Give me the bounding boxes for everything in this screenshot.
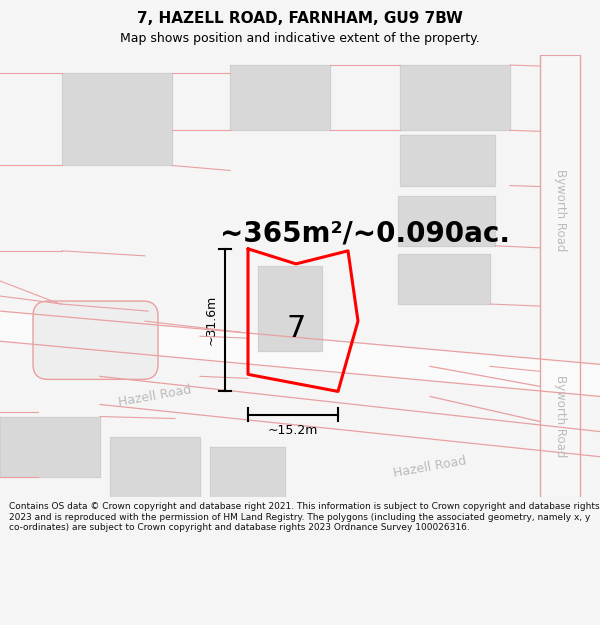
Polygon shape bbox=[110, 437, 200, 497]
Polygon shape bbox=[62, 73, 172, 166]
Text: 7, HAZELL ROAD, FARNHAM, GU9 7BW: 7, HAZELL ROAD, FARNHAM, GU9 7BW bbox=[137, 11, 463, 26]
Polygon shape bbox=[398, 254, 490, 304]
Text: Contains OS data © Crown copyright and database right 2021. This information is : Contains OS data © Crown copyright and d… bbox=[9, 503, 599, 532]
Polygon shape bbox=[0, 311, 600, 396]
Text: Hazell Road: Hazell Road bbox=[392, 454, 467, 479]
FancyBboxPatch shape bbox=[33, 301, 158, 379]
Polygon shape bbox=[400, 136, 495, 186]
Text: ~365m²/~0.090ac.: ~365m²/~0.090ac. bbox=[220, 220, 510, 248]
Text: Hazell Road: Hazell Road bbox=[118, 384, 193, 409]
Text: Map shows position and indicative extent of the property.: Map shows position and indicative extent… bbox=[120, 32, 480, 45]
Polygon shape bbox=[398, 196, 495, 246]
Polygon shape bbox=[258, 266, 322, 351]
Text: 7: 7 bbox=[286, 314, 305, 342]
Polygon shape bbox=[0, 416, 100, 477]
Polygon shape bbox=[210, 447, 285, 497]
Text: Byworth Road: Byworth Road bbox=[554, 376, 566, 458]
Text: ~15.2m: ~15.2m bbox=[268, 424, 318, 437]
Polygon shape bbox=[230, 65, 330, 131]
Text: Byworth Road: Byworth Road bbox=[554, 169, 566, 252]
Text: ~31.6m: ~31.6m bbox=[205, 295, 218, 345]
Polygon shape bbox=[400, 65, 510, 131]
Polygon shape bbox=[540, 55, 580, 497]
